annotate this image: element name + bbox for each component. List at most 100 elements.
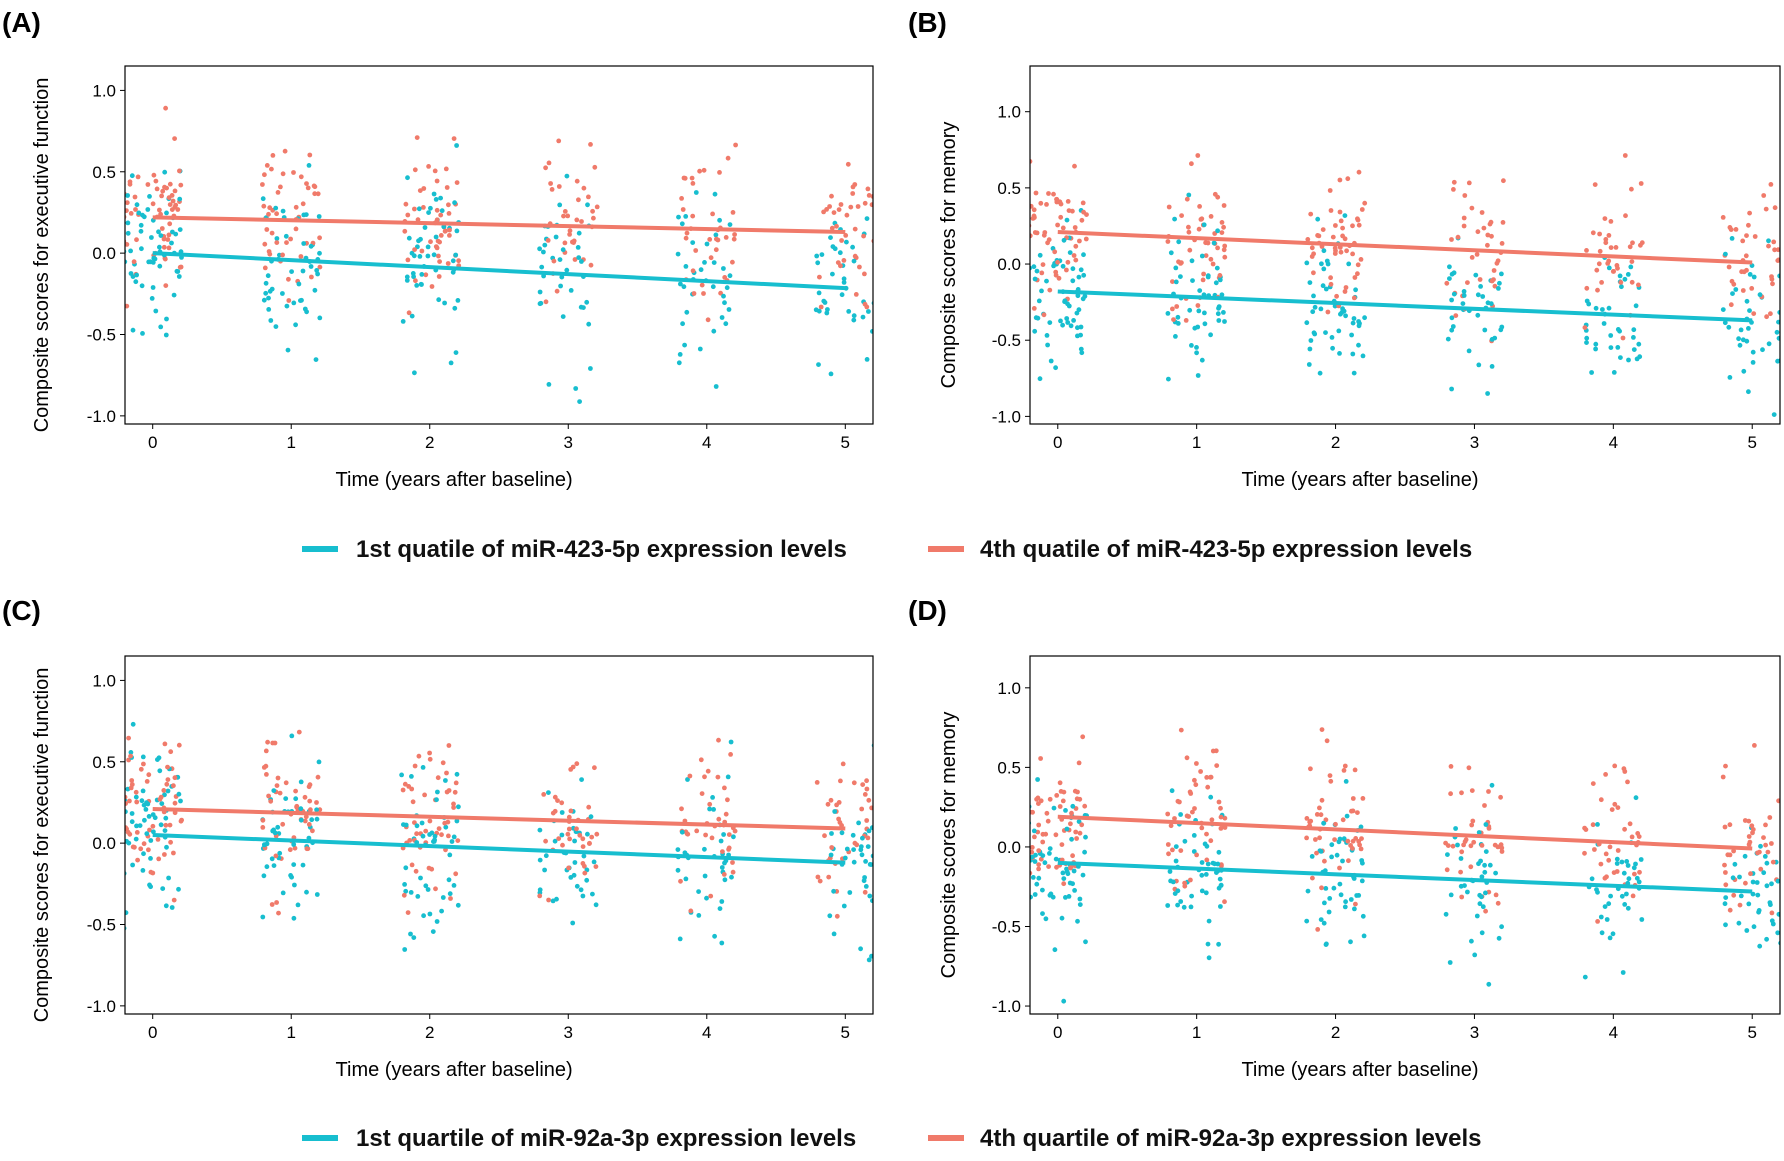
data-point [454, 818, 460, 824]
data-point [449, 839, 455, 844]
data-point [1318, 812, 1324, 818]
data-point [552, 838, 558, 844]
data-point [1453, 826, 1458, 831]
data-point [851, 258, 857, 264]
data-point [450, 258, 456, 264]
data-point [451, 136, 457, 142]
data-point [1304, 260, 1310, 266]
data-point [1480, 294, 1486, 299]
data-point [839, 292, 845, 298]
data-point [1774, 329, 1780, 335]
data-point [711, 328, 717, 334]
data-point [1329, 854, 1334, 860]
data-point [871, 300, 873, 306]
data-point [262, 265, 268, 271]
data-point [1590, 822, 1596, 828]
data-point [1190, 809, 1195, 815]
data-point [1471, 839, 1477, 845]
data-point [702, 774, 707, 780]
data-point [300, 201, 306, 207]
data-point [293, 204, 299, 210]
data-point [275, 775, 281, 781]
data-point [1175, 314, 1181, 320]
data-point [1080, 200, 1086, 206]
data-point [1032, 328, 1038, 334]
data-point [841, 276, 847, 282]
data-point [1619, 284, 1624, 290]
data-point [1726, 324, 1732, 330]
data-point [1606, 233, 1612, 238]
data-point [721, 266, 726, 271]
data-point [1304, 816, 1310, 821]
data-point [127, 179, 133, 185]
data-point [1175, 798, 1181, 804]
data-point [829, 225, 835, 231]
data-point [125, 926, 127, 931]
data-point [134, 830, 140, 835]
data-point [1737, 874, 1742, 880]
data-point [1593, 341, 1599, 347]
data-point [262, 241, 268, 247]
x-tick-label: 5 [841, 433, 850, 452]
data-point [274, 240, 280, 246]
data-point [722, 300, 727, 306]
data-point [584, 877, 590, 883]
data-point [681, 284, 687, 290]
data-point [1496, 935, 1502, 941]
data-point [1736, 336, 1741, 342]
data-point [594, 204, 600, 210]
data-point [1722, 862, 1727, 868]
data-point [314, 807, 319, 813]
data-point [1621, 870, 1627, 876]
data-point [1608, 245, 1614, 251]
data-point [822, 833, 827, 839]
data-point [549, 187, 555, 192]
data-point [125, 826, 129, 832]
data-point [1058, 214, 1064, 220]
data-point [1329, 842, 1335, 848]
data-point [1076, 274, 1082, 280]
y-tick-label: 1.0 [92, 81, 116, 100]
data-point [1065, 259, 1071, 265]
data-point [1631, 347, 1637, 352]
data-point [1319, 261, 1324, 267]
data-point [280, 821, 286, 827]
data-point [435, 775, 441, 781]
data-point [1033, 190, 1039, 196]
data-point [1499, 924, 1504, 930]
x-tick-label: 2 [1331, 433, 1340, 452]
data-point [1173, 265, 1179, 271]
data-point [1170, 847, 1175, 853]
data-point [405, 910, 411, 915]
data-point [584, 299, 590, 305]
data-point [722, 785, 727, 791]
data-point [586, 321, 592, 327]
data-point [1061, 881, 1067, 887]
data-point [831, 210, 837, 216]
data-point [1181, 904, 1187, 910]
data-point [135, 174, 141, 180]
data-point [433, 244, 439, 250]
data-point [126, 735, 131, 741]
data-point [1737, 342, 1743, 348]
data-point [568, 288, 574, 293]
data-point [171, 292, 177, 298]
data-point [1584, 285, 1590, 291]
data-point [454, 228, 460, 234]
data-point [1733, 287, 1739, 292]
data-point [150, 812, 156, 817]
data-point [1060, 870, 1066, 876]
data-point [400, 319, 406, 324]
data-point [1218, 826, 1224, 831]
data-point [132, 844, 137, 850]
plot-area [125, 105, 873, 404]
data-point [1595, 889, 1600, 895]
data-point [691, 291, 697, 296]
data-point [1604, 917, 1610, 922]
data-point [559, 832, 565, 838]
data-point [1214, 265, 1220, 271]
regression-line [1057, 289, 1753, 323]
data-point [816, 290, 822, 296]
data-point [1199, 872, 1205, 878]
data-point [1760, 347, 1765, 353]
